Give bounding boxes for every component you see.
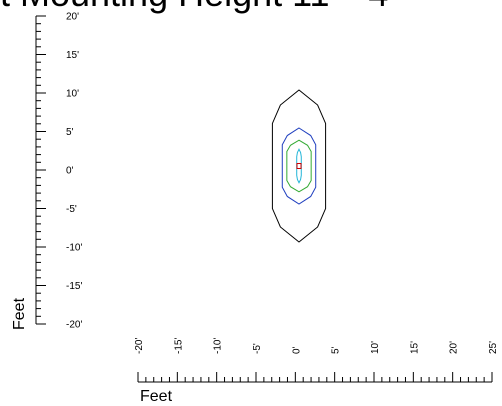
y-tick-label: 15'	[66, 50, 79, 61]
y-tick-label: 0'	[66, 166, 74, 177]
x-tick-label: -20'	[134, 338, 145, 354]
y-tick-label: -20'	[66, 320, 82, 331]
y-tick-label: 20'	[66, 12, 79, 23]
contour-layer	[271, 89, 327, 243]
x-tick-label: 20'	[449, 341, 460, 354]
contour-mid	[281, 127, 317, 205]
page-title: t Mounting Height 11' - 4	[0, 0, 502, 14]
contour-inner	[286, 139, 312, 193]
y-axis-title: Feet	[11, 297, 28, 330]
x-tick-label: 5'	[331, 346, 342, 354]
x-axis-title: Feet	[140, 388, 173, 405]
y-axis: 20' 15' 10' 5' 0' -5' -10' -15' -20'	[35, 12, 82, 331]
contour-core	[296, 148, 302, 184]
y-tick-label: -15'	[66, 281, 82, 292]
y-tick-label: -5'	[66, 204, 77, 215]
y-tick-label: 5'	[66, 127, 74, 138]
x-axis: -20' -15' -10' -5' 0' 5' 10' 15' 20' 25'	[134, 338, 499, 383]
x-tick-label: 10'	[370, 341, 381, 354]
y-tick-label: 10'	[66, 89, 79, 100]
x-tick-label: 25'	[488, 341, 499, 354]
x-tick-label: -5'	[252, 343, 263, 354]
x-tick-label: 0'	[291, 346, 302, 354]
x-tick-label: -15'	[173, 338, 184, 354]
x-tick-label: 15'	[409, 341, 420, 354]
fixture-marker	[296, 163, 302, 169]
contour-outer	[271, 89, 327, 243]
x-tick-label: -10'	[213, 338, 224, 354]
y-tick-label: -10'	[66, 243, 82, 254]
